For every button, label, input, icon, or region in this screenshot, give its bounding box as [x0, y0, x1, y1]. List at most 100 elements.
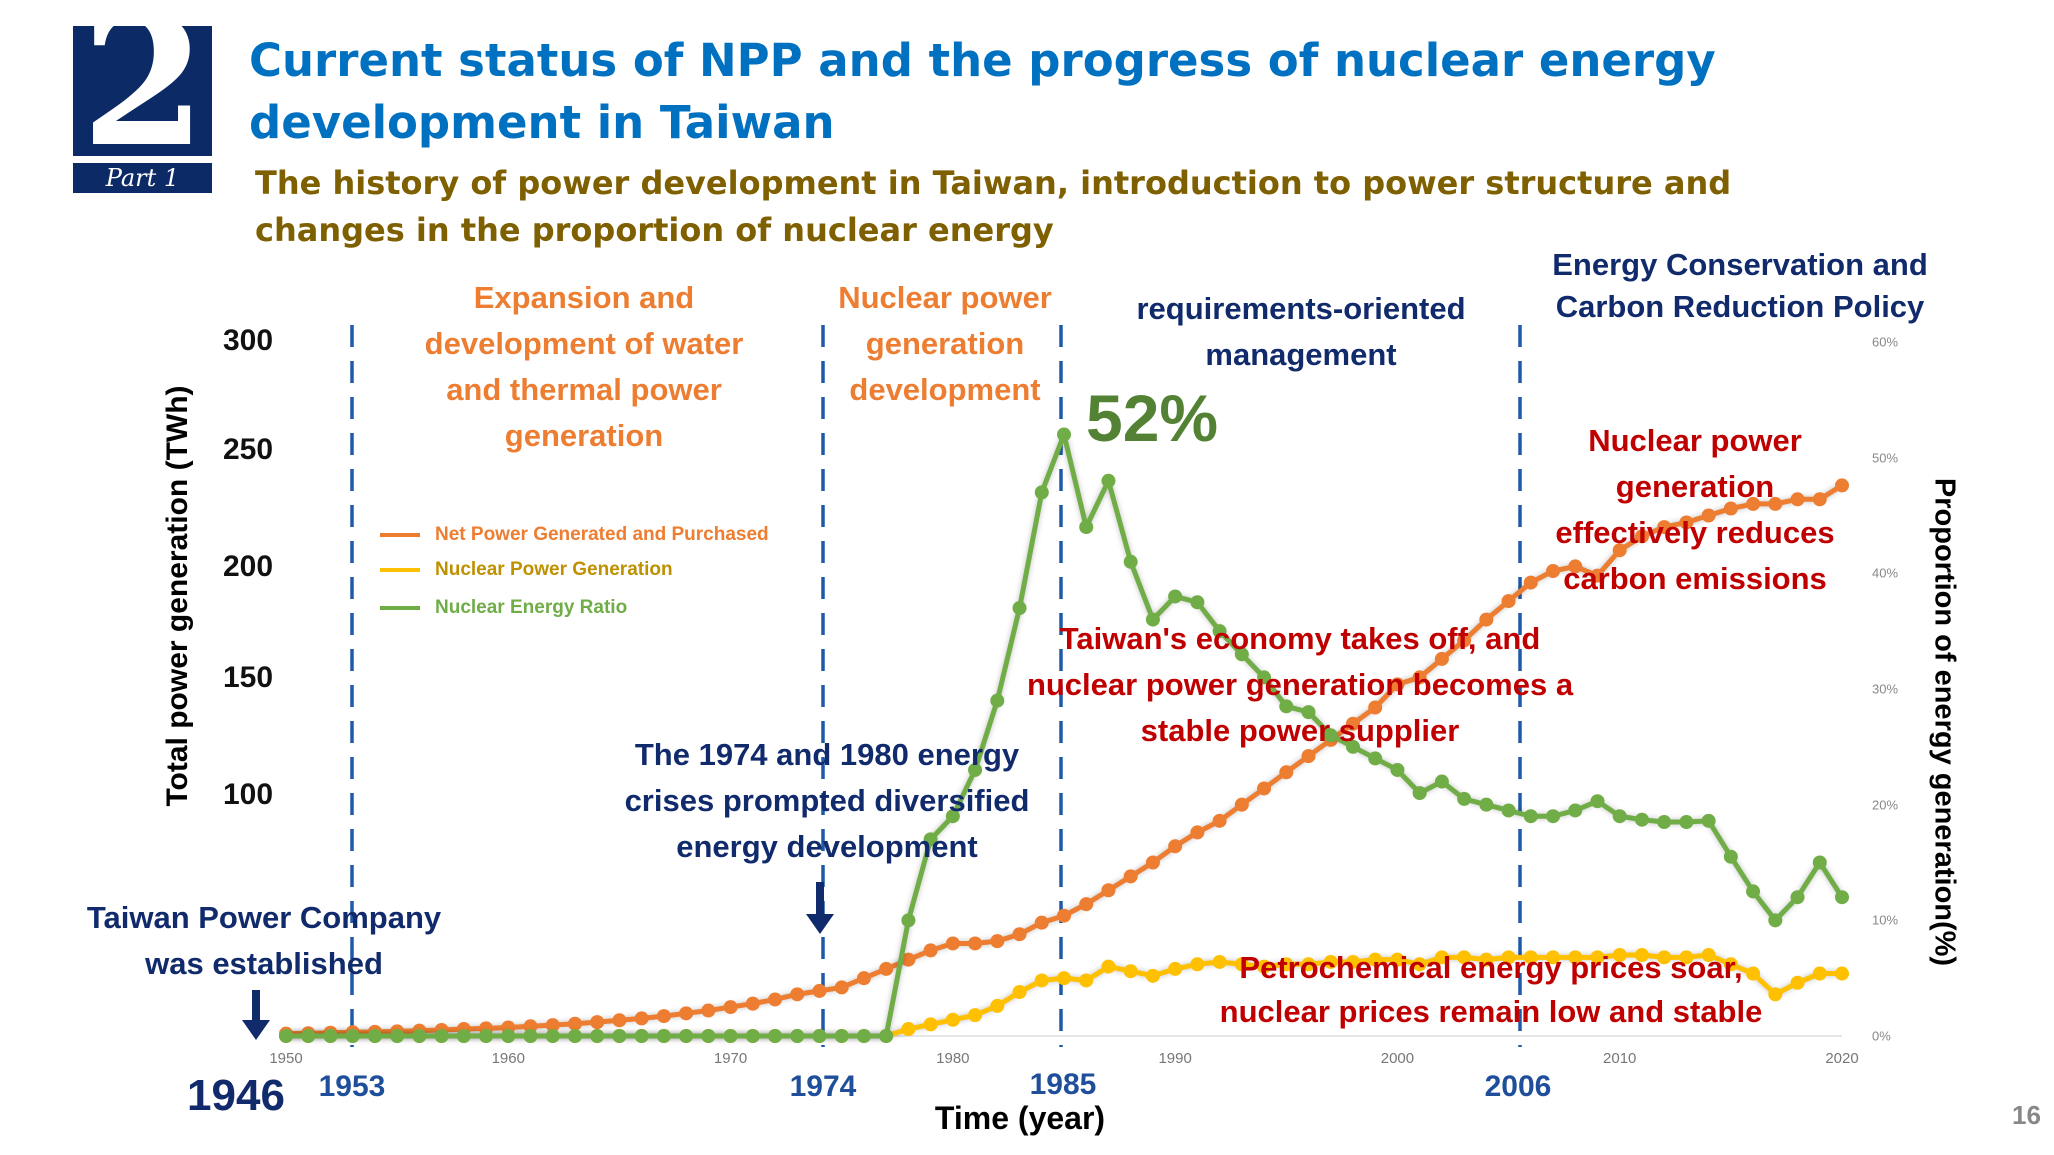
data-point: [1768, 987, 1783, 1002]
data-point: [1590, 950, 1605, 965]
y-tick-left: 250: [222, 433, 274, 466]
annotation-line: Taiwan Power Company: [86, 900, 442, 935]
annotation-line: management: [1205, 337, 1397, 372]
data-point: [812, 1029, 827, 1043]
data-point: [1012, 601, 1027, 616]
annotation-line: Energy Conservation and: [1552, 247, 1928, 282]
data-point: [1168, 961, 1183, 976]
x-axis-title: Time (year): [934, 1100, 1106, 1136]
data-point: [1345, 716, 1360, 731]
subtitle-line: The history of power development in Taiw…: [255, 164, 1732, 202]
data-point: [367, 1029, 382, 1043]
data-point: [1145, 855, 1160, 870]
y-axis-left-title: Total power generation (TWh): [161, 385, 194, 807]
data-point: [856, 971, 871, 986]
data-point: [1835, 478, 1849, 493]
data-point: [901, 1022, 916, 1037]
data-point: [1323, 954, 1338, 969]
annotation-line: Nuclear power: [838, 280, 1052, 315]
data-point: [1012, 927, 1027, 942]
data-point: [1057, 971, 1071, 986]
data-point: [879, 961, 894, 976]
title-line: Current status of NPP and the progress o…: [249, 34, 1716, 87]
section-number: 2: [81, 26, 207, 156]
annotation-line: requirements-oriented: [1136, 291, 1466, 326]
data-point: [1634, 948, 1649, 963]
data-point: [567, 1016, 582, 1031]
data-point: [745, 1029, 760, 1043]
data-point: [1412, 957, 1427, 972]
data-point: [1368, 700, 1383, 715]
annotation-energy-crises: The 1974 and 1980 energy crises prompted …: [625, 732, 1030, 870]
series-net-power: [279, 478, 1849, 1041]
annotation-line: crises prompted diversified: [624, 783, 1030, 818]
data-point: [545, 1018, 560, 1033]
data-point: [1145, 612, 1160, 627]
data-point: [1279, 957, 1294, 972]
data-point: [679, 1006, 694, 1021]
data-point: [968, 936, 983, 951]
data-point: [1257, 781, 1272, 796]
data-point: [1523, 809, 1538, 824]
y-tick-right: 0%: [1872, 1028, 1891, 1044]
peak-ratio-label: 52%: [1086, 381, 1219, 455]
data-point: [1101, 883, 1116, 898]
data-point: [1790, 492, 1805, 507]
annotation-petrochemical: Petrochemical energy prices soar, nuclear…: [1220, 946, 1763, 1034]
data-point: [945, 1012, 960, 1027]
y-axis-right-title: Proportion of energy generation(%): [1928, 477, 1961, 967]
data-point: [1301, 705, 1316, 720]
data-point: [1123, 554, 1138, 569]
legend-item-net: Net Power Generated and Purchased: [380, 525, 769, 544]
data-point: [1612, 809, 1627, 824]
data-point: [412, 1029, 427, 1043]
data-point: [1212, 954, 1227, 969]
data-point: [745, 996, 760, 1011]
data-point: [634, 1011, 649, 1026]
data-point: [1257, 959, 1272, 974]
x-tick-label: 2000: [1381, 1050, 1414, 1067]
data-point: [1101, 959, 1116, 974]
data-point: [1323, 728, 1338, 743]
annotation-line: Taiwan's economy takes off, and: [1059, 621, 1541, 656]
data-point: [990, 998, 1005, 1013]
milestone-year: 2006: [1484, 1070, 1552, 1103]
subtitle-line: changes in the proportion of nuclear ene…: [255, 211, 1054, 249]
data-point: [1501, 803, 1516, 818]
data-point: [1568, 803, 1583, 818]
data-point: [923, 943, 938, 958]
data-point: [1079, 973, 1094, 988]
data-point: [1234, 647, 1249, 662]
legend-label: Nuclear Power Generation: [435, 559, 673, 580]
data-point: [1457, 950, 1472, 965]
data-point: [768, 992, 783, 1007]
data-point: [1434, 950, 1449, 965]
x-tick-label: 1990: [1158, 1050, 1191, 1067]
data-point: [1034, 915, 1049, 930]
data-point: [1546, 950, 1561, 965]
annotation-line: Nuclear power: [1588, 423, 1802, 458]
data-point: [1412, 670, 1427, 685]
data-point: [1279, 765, 1294, 780]
data-point: [1790, 975, 1805, 990]
data-point: [1123, 869, 1138, 884]
data-point: [1746, 884, 1761, 899]
data-point: [1746, 966, 1761, 981]
annotation-line: generation: [865, 326, 1025, 361]
data-point: [834, 1029, 849, 1043]
data-point: [1812, 966, 1827, 981]
data-point: [790, 987, 805, 1002]
data-point: [456, 1029, 471, 1043]
data-point: [990, 934, 1005, 949]
data-point: [701, 1003, 716, 1018]
legend-label: Net Power Generated and Purchased: [435, 524, 769, 545]
data-point: [1679, 815, 1694, 830]
data-point: [1345, 954, 1360, 969]
data-point: [901, 913, 916, 928]
data-point: [301, 1029, 316, 1043]
annotation-line: generation: [504, 418, 664, 453]
data-point: [545, 1029, 560, 1043]
data-point: [1390, 677, 1405, 692]
data-point: [1634, 529, 1649, 544]
